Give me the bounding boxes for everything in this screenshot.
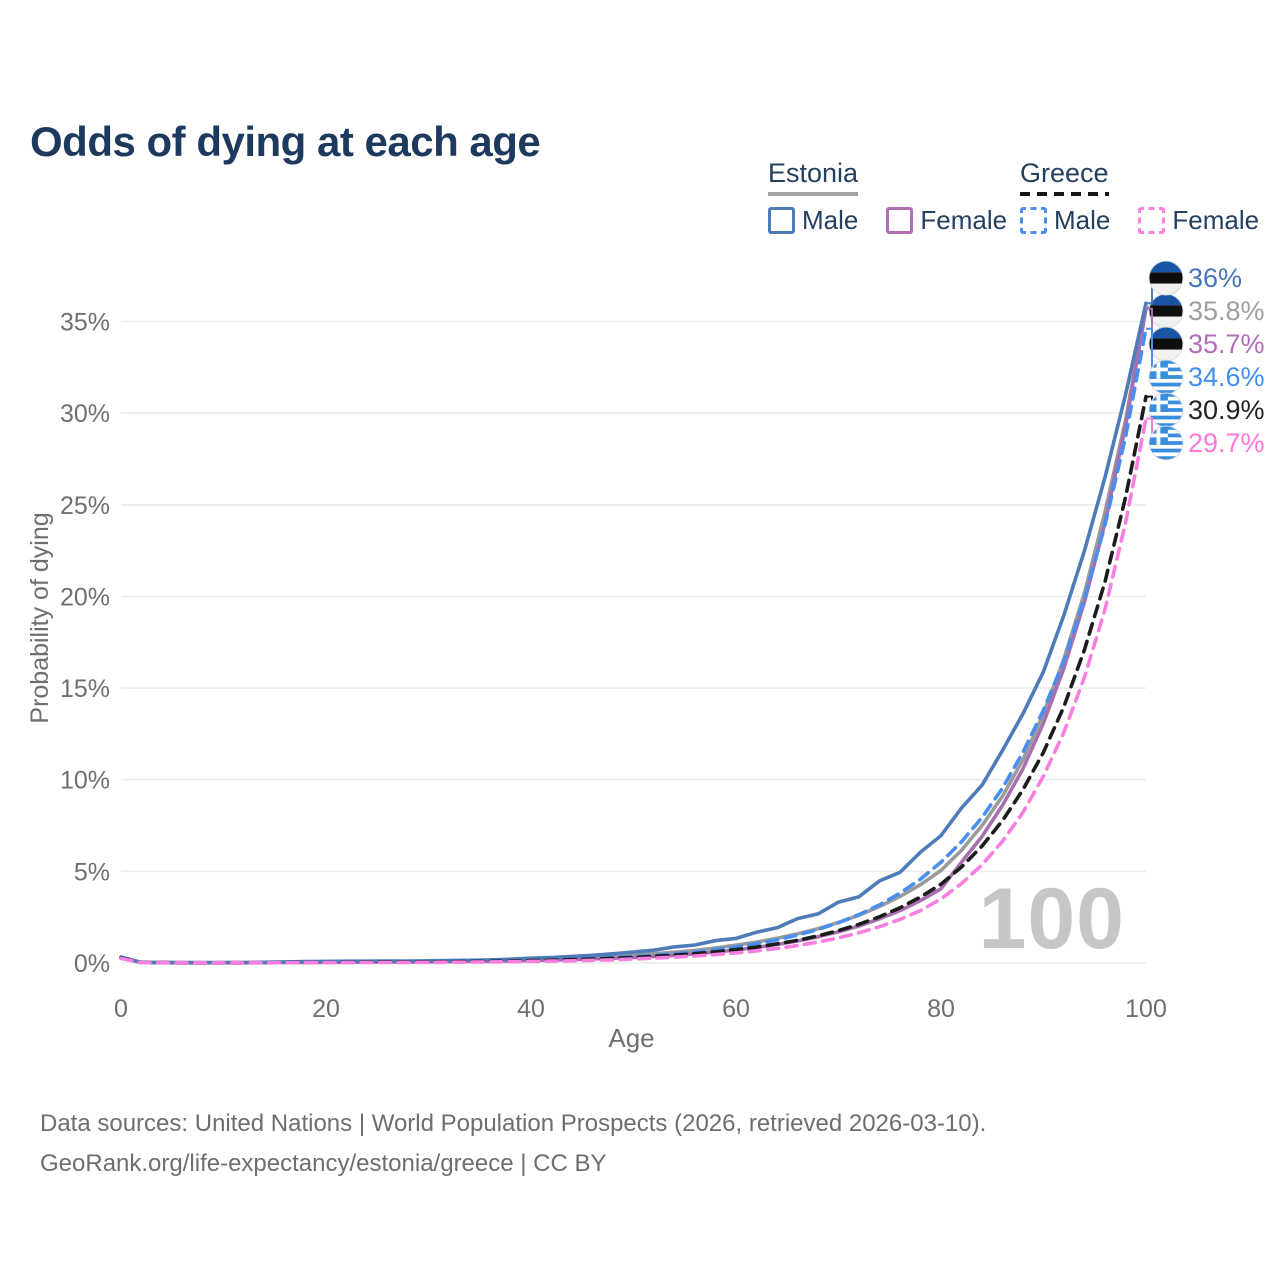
y-axis-title: Probability of dying bbox=[26, 512, 54, 723]
greece-flag-icon bbox=[1148, 359, 1184, 395]
x-tick-label-0: 0 bbox=[114, 995, 128, 1023]
line-chart: 0% 5% 10% 15% 20% 25% 30% 35% 0 20 40 60 80 100 Age Pro… bbox=[26, 260, 1265, 1053]
end-label-estonia-male: 36% bbox=[1188, 263, 1242, 293]
greece-male-swatch-icon bbox=[1020, 207, 1047, 234]
end-labels: 35.8%35.7% 36% 34.6%30.9%29.7% bbox=[1146, 260, 1265, 461]
x-tick-label-100: 100 bbox=[1125, 995, 1167, 1023]
legend-header-greece: Greece bbox=[1020, 158, 1109, 196]
data-sources-text: Data sources: United Nations | World Pop… bbox=[40, 1110, 987, 1137]
legend-group-greece: Greece Male Female bbox=[1020, 158, 1259, 236]
series-line-estonia-both bbox=[119, 305, 1148, 965]
gridlines: 0% 5% 10% 15% 20% 25% 30% 35% bbox=[60, 309, 1146, 978]
x-axis-title: Age bbox=[608, 1023, 654, 1053]
end-label-greece-male: 34.6% bbox=[1188, 362, 1265, 392]
estonia-flag-icon bbox=[1148, 260, 1184, 296]
attribution-text: GeoRank.org/life-expectancy/estonia/gree… bbox=[40, 1150, 607, 1178]
series-line-estonia-female bbox=[119, 306, 1148, 965]
legend-item-estonia-female[interactable]: Female bbox=[886, 205, 1007, 236]
axes-labels: 0 20 40 60 80 100 Age Probability of dying bbox=[26, 512, 1167, 1053]
legend-header-estonia: Estonia bbox=[768, 158, 859, 196]
age-counter-watermark: 100 bbox=[978, 871, 1125, 967]
estonia-flag-icon bbox=[1148, 326, 1184, 362]
estonia-male-swatch-icon bbox=[768, 207, 795, 234]
estonia-flag-icon bbox=[1148, 293, 1184, 329]
series-line-greece-female bbox=[119, 416, 1148, 965]
legend-item-label: Female bbox=[1172, 205, 1260, 235]
legend-header-label: Estonia bbox=[768, 158, 859, 188]
y-tick-label-35%: 35% bbox=[60, 309, 110, 337]
y-tick-label-20%: 20% bbox=[60, 583, 110, 611]
end-label-estonia-female: 35.7% bbox=[1188, 329, 1265, 359]
end-label-greece-female: 29.7% bbox=[1188, 428, 1265, 458]
legend-item-greece-male[interactable]: Male bbox=[1020, 205, 1110, 236]
footer: Data sources: United Nations | World Pop… bbox=[40, 1104, 986, 1185]
y-tick-label-10%: 10% bbox=[60, 767, 110, 795]
y-tick-label-30%: 30% bbox=[60, 400, 110, 428]
y-tick-label-25%: 25% bbox=[60, 492, 110, 520]
legend-item-label: Male bbox=[1054, 205, 1111, 235]
end-label-estonia-both: 35.8% bbox=[1188, 296, 1265, 326]
legend-item-estonia-male[interactable]: Male bbox=[768, 205, 858, 236]
legend-item-greece-female[interactable]: Female bbox=[1138, 205, 1259, 236]
page-title: Odds of dying at each age bbox=[30, 118, 541, 166]
series-line-greece-male bbox=[119, 327, 1148, 965]
legend-item-label: Male bbox=[802, 205, 859, 235]
greece-flag-icon bbox=[1148, 392, 1184, 428]
series-line-greece-both bbox=[119, 394, 1148, 965]
x-tick-label-20: 20 bbox=[312, 995, 340, 1023]
series-lines bbox=[119, 301, 1148, 965]
legend-item-label: Female bbox=[920, 205, 1008, 235]
y-tick-label-15%: 15% bbox=[60, 675, 110, 703]
legend-group-estonia: Estonia Male Female bbox=[768, 158, 1007, 236]
series-line-estonia-male bbox=[119, 301, 1148, 965]
y-tick-label-0%: 0% bbox=[74, 950, 110, 978]
estonia-female-swatch-icon bbox=[886, 207, 914, 234]
x-tick-label-40: 40 bbox=[517, 995, 545, 1023]
end-label-greece-both: 30.9% bbox=[1188, 395, 1265, 425]
legend-header-label: Greece bbox=[1020, 158, 1109, 188]
x-tick-label-80: 80 bbox=[927, 995, 955, 1023]
greece-female-swatch-icon bbox=[1138, 207, 1166, 234]
estonia-line-style-sample bbox=[768, 192, 859, 196]
greece-flag-icon bbox=[1148, 425, 1184, 461]
greece-line-style-sample bbox=[1020, 192, 1109, 196]
x-tick-label-60: 60 bbox=[722, 995, 750, 1023]
y-tick-label-5%: 5% bbox=[74, 858, 110, 886]
